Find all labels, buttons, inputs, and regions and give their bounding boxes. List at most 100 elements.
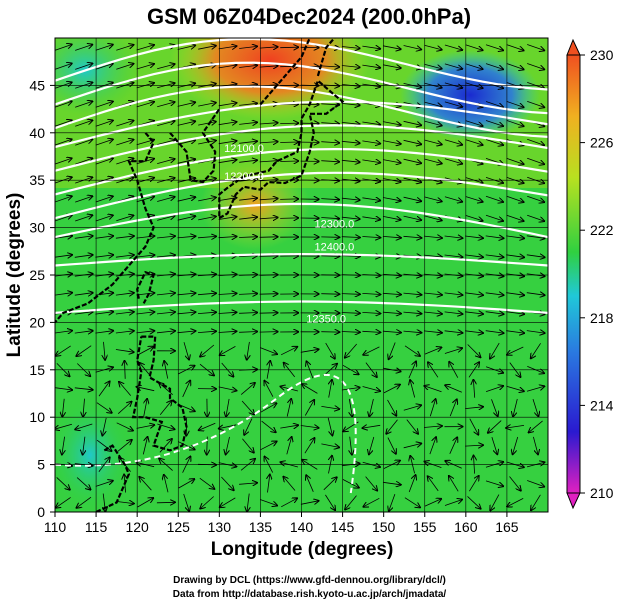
streamline-arrow bbox=[177, 216, 196, 221]
streamline-arrow bbox=[116, 121, 133, 127]
lat-lon-grid bbox=[55, 38, 548, 512]
streamline-arrow bbox=[465, 63, 483, 69]
colorbar-tick-label: 210 bbox=[590, 485, 614, 501]
y-tick-label: 40 bbox=[29, 125, 45, 141]
streamline-arrow bbox=[382, 141, 401, 144]
streamline-arrow bbox=[183, 342, 189, 359]
streamline-arrow bbox=[423, 331, 442, 333]
streamline-arrow bbox=[116, 64, 133, 70]
streamline-arrow bbox=[300, 349, 319, 352]
streamline-arrow bbox=[157, 216, 174, 221]
coastline bbox=[169, 108, 221, 184]
streamline-arrow bbox=[177, 331, 196, 333]
streamline-arrow bbox=[529, 420, 543, 433]
streamline-arrow bbox=[200, 344, 215, 357]
colorbar: 210 214 218 222 226 230 bbox=[566, 38, 614, 510]
streamline-arrow bbox=[62, 398, 64, 417]
streamline-arrow bbox=[137, 387, 155, 392]
streamline-arrow bbox=[444, 101, 462, 107]
streamline-arrow bbox=[531, 343, 541, 358]
streamline-arrow bbox=[198, 197, 216, 201]
streamline-arrow bbox=[260, 347, 277, 355]
streamline-arrow bbox=[74, 255, 93, 257]
streamline-arrow bbox=[264, 381, 274, 397]
streamline-arrow bbox=[469, 418, 479, 435]
streamline-arrow bbox=[239, 160, 257, 162]
streamline-arrow bbox=[62, 436, 65, 455]
streamline-arrow bbox=[527, 480, 544, 487]
streamline-arrow bbox=[485, 63, 503, 70]
streamline-arrow bbox=[382, 65, 401, 68]
x-axis-ticks: 110 115 120 125 130 135 140 145 150 155 160 165 bbox=[44, 512, 519, 535]
streamline-arrow bbox=[280, 161, 298, 162]
streamline-arrow bbox=[424, 120, 441, 126]
streamline-arrow bbox=[506, 44, 524, 51]
streamline-arrow bbox=[239, 46, 257, 48]
streamline-arrow bbox=[75, 215, 92, 222]
streamline-arrow bbox=[473, 380, 474, 398]
streamline-arrow bbox=[424, 347, 442, 355]
streamline-arrow bbox=[280, 123, 298, 124]
streamline-arrow bbox=[382, 198, 401, 201]
streamline-arrow bbox=[75, 101, 92, 108]
streamline-arrow bbox=[403, 331, 422, 333]
x-tick-label: 110 bbox=[44, 519, 67, 535]
streamline-arrow bbox=[424, 139, 441, 145]
streamline-arrow bbox=[363, 497, 380, 506]
streamline-arrow bbox=[444, 158, 462, 164]
streamline-arrow bbox=[260, 442, 277, 451]
streamline-arrow bbox=[349, 398, 352, 417]
streamline-arrow bbox=[95, 196, 113, 203]
streamline-arrow bbox=[281, 498, 297, 508]
streamline-arrow bbox=[465, 293, 483, 295]
streamline-arrow bbox=[369, 398, 374, 417]
streamline-arrow bbox=[137, 347, 154, 356]
streamline-arrow bbox=[506, 425, 525, 428]
colorbar-tick-label: 214 bbox=[590, 397, 614, 413]
streamline-arrow bbox=[239, 313, 257, 314]
streamline-arrow bbox=[75, 139, 92, 146]
streamline-arrow bbox=[387, 437, 396, 454]
streamline-arrow bbox=[117, 440, 132, 452]
streamline-arrow bbox=[240, 383, 255, 395]
streamline-arrow bbox=[304, 400, 314, 416]
streamline-arrow bbox=[95, 215, 113, 222]
streamline-arrow bbox=[485, 386, 503, 392]
streamline-arrow bbox=[136, 45, 154, 51]
streamline-arrow bbox=[177, 236, 196, 238]
streamline-arrow bbox=[218, 46, 237, 49]
streamline-arrow bbox=[423, 236, 442, 238]
streamline-arrow bbox=[423, 312, 442, 314]
streamline-arrow bbox=[218, 217, 237, 220]
streamline-arrow bbox=[444, 255, 463, 257]
x-tick-label: 125 bbox=[167, 519, 191, 535]
streamline-arrow bbox=[239, 294, 257, 295]
streamline-arrow bbox=[259, 199, 278, 200]
streamline-arrow bbox=[329, 380, 332, 398]
streamline-arrow bbox=[177, 45, 196, 50]
streamline-arrow bbox=[404, 497, 420, 508]
streamline-arrow bbox=[219, 424, 237, 429]
streamline-arrow bbox=[469, 476, 478, 492]
streamline-arrow bbox=[115, 331, 134, 333]
streamline-arrow bbox=[177, 312, 196, 314]
streamline-arrow bbox=[485, 480, 503, 486]
streamline-arrow bbox=[136, 255, 154, 257]
streamline-arrow bbox=[382, 122, 401, 125]
streamline-arrow bbox=[506, 63, 524, 70]
y-tick-label: 30 bbox=[29, 220, 45, 236]
streamline-arrow bbox=[341, 103, 360, 105]
streamline-arrow bbox=[424, 63, 441, 69]
streamline-arrow bbox=[526, 293, 545, 296]
streamline-arrow bbox=[300, 501, 319, 505]
streamline-arrow bbox=[362, 312, 380, 313]
streamline-arrow bbox=[56, 497, 71, 507]
streamline-arrow bbox=[239, 103, 257, 105]
streamline-arrow bbox=[341, 66, 360, 68]
contour-label: 12400.0 bbox=[314, 241, 354, 253]
streamline-arrow bbox=[197, 312, 216, 313]
streamline-arrow bbox=[259, 47, 278, 48]
streamline-arrow bbox=[526, 236, 545, 239]
streamline-arrow bbox=[362, 237, 380, 238]
streamline-arrow bbox=[488, 420, 502, 433]
